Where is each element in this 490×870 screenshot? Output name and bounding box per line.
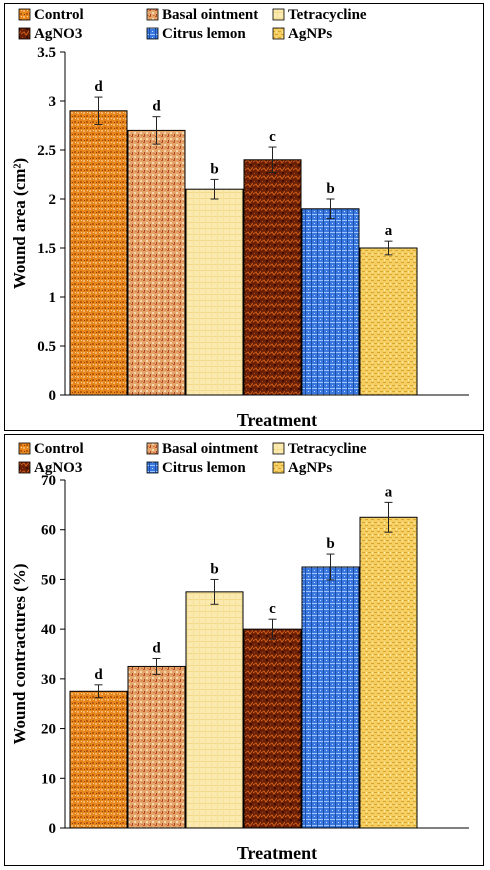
- wound-area-chart-panel: Control Basal ointment Tetracycline AgNO3 Ci…: [4, 3, 484, 431]
- significance-letter: d: [152, 640, 161, 656]
- y-axis-label: Wound contractures (%): [10, 563, 29, 744]
- legend-label: Control: [34, 441, 84, 457]
- y-tick-label: 10: [41, 771, 56, 787]
- legend-swatch: [18, 8, 31, 21]
- bar: [69, 110, 128, 396]
- bar: [243, 628, 302, 829]
- significance-letter: b: [326, 536, 334, 552]
- significance-letter: b: [326, 181, 334, 197]
- legend-swatch: [18, 461, 31, 474]
- bar: [359, 516, 418, 829]
- significance-letter: d: [152, 99, 161, 115]
- bar: [243, 159, 302, 396]
- y-tick-label: 0: [49, 388, 57, 404]
- legend-label: Basal ointment: [162, 7, 258, 23]
- legend-label: Citrus lemon: [162, 26, 246, 42]
- legend-label: Tetracycline: [288, 7, 367, 23]
- legend-label: Citrus lemon: [162, 460, 246, 476]
- significance-letter: a: [385, 223, 393, 239]
- wound-contractures-chart-panel: Control Basal ointment Tetracycline AgNO3 Ci…: [4, 434, 484, 866]
- y-tick-label: 50: [41, 572, 56, 588]
- y-tick-label: 1: [49, 290, 57, 306]
- wound-contractures-chart: Control Basal ointment Tetracycline AgNO3 Ci…: [10, 441, 469, 863]
- legend-label: Control: [34, 7, 84, 23]
- y-tick-label: 3: [49, 94, 57, 110]
- legend-label: AgNO3: [34, 26, 82, 42]
- bar: [301, 566, 360, 829]
- y-tick-label: 70: [41, 473, 56, 489]
- legend-label: Basal ointment: [162, 441, 258, 457]
- significance-letter: b: [210, 561, 218, 577]
- bar: [185, 591, 244, 829]
- significance-letter: d: [94, 667, 103, 683]
- bar: [127, 129, 186, 396]
- significance-letter: c: [269, 129, 276, 145]
- legend-label: AgNPs: [288, 26, 332, 42]
- y-tick-label: 1.5: [37, 241, 56, 257]
- wound-area-chart: Control Basal ointment Tetracycline AgNO3 Ci…: [10, 7, 469, 430]
- legend-swatch: [146, 461, 159, 474]
- legend-label: AgNPs: [288, 460, 332, 476]
- legend-swatch: [272, 461, 285, 474]
- legend-swatch: [146, 27, 159, 40]
- y-tick-label: 20: [41, 722, 56, 738]
- legend-label: AgNO3: [34, 460, 82, 476]
- y-tick-label: 0: [49, 821, 57, 837]
- significance-letter: b: [210, 161, 218, 177]
- legend-swatch: [146, 8, 159, 21]
- legend-swatch: [272, 27, 285, 40]
- y-tick-label: 2.5: [37, 143, 56, 159]
- y-tick-label: 0.5: [37, 339, 56, 355]
- bar: [301, 208, 360, 396]
- y-tick-label: 60: [41, 523, 56, 539]
- legend-label: Tetracycline: [288, 441, 367, 457]
- bar: [69, 690, 128, 829]
- bar: [359, 247, 418, 396]
- x-axis-label: Treatment: [237, 410, 317, 430]
- y-tick-label: 3.5: [37, 45, 56, 61]
- bar: [185, 188, 244, 396]
- legend-swatch: [272, 8, 285, 21]
- y-tick-label: 40: [41, 622, 56, 638]
- significance-letter: a: [385, 484, 393, 500]
- significance-letter: d: [94, 79, 103, 95]
- y-axis-label: Wound area (cm²): [10, 158, 29, 289]
- y-tick-label: 30: [41, 672, 56, 688]
- significance-letter: c: [269, 601, 276, 617]
- legend-swatch: [146, 442, 159, 455]
- bar: [127, 665, 186, 829]
- x-axis-label: Treatment: [237, 843, 317, 863]
- legend-swatch: [18, 442, 31, 455]
- legend-swatch: [272, 442, 285, 455]
- legend-swatch: [18, 27, 31, 40]
- y-tick-label: 2: [49, 192, 57, 208]
